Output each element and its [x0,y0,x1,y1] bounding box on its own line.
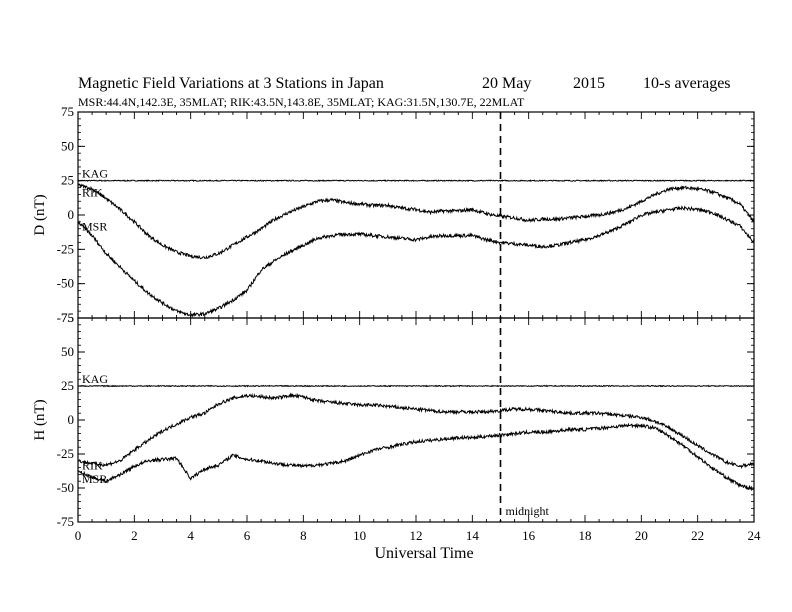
x-tick-label: 0 [75,528,82,543]
series-label-rik: RIK [82,459,103,473]
h-axis-title: H (nT) [32,399,48,440]
d-panel-frame [77,111,755,319]
series-label-rik: RIK [82,185,103,199]
y-tick-label: 25 [61,378,74,393]
y-tick-label: -75 [57,514,74,529]
x-tick-label: 18 [579,528,592,543]
series-label-kag: KAG [82,167,108,181]
y-tick-label: -50 [57,276,74,291]
y-tick-label: -75 [57,310,74,325]
series-line-kag-panel-2 [77,384,755,388]
x-tick-label: 20 [635,528,648,543]
x-tick-label: 8 [300,528,307,543]
x-tick-label: 4 [187,528,194,543]
series-layer [77,179,755,492]
y-tick-label: 0 [68,207,75,222]
series-label-kag: KAG [82,372,108,386]
series-line-msr-panel-2 [77,422,755,492]
chart-subtitle-stations: MSR:44.4N,142.3E, 35MLAT; RIK:43.5N,143.… [78,95,525,109]
h-panel-frame [77,317,755,523]
x-tick-label: 12 [410,528,423,543]
chart-year: 2015 [573,75,605,92]
x-tick-label: 2 [131,528,138,543]
series-label-msr: MSR [82,220,107,234]
x-axis-title: Universal Time [374,545,473,562]
x-tick-label: 22 [691,528,704,543]
y-tick-label: -25 [57,446,74,461]
chart-averaging-note: 10-s averages [643,75,731,92]
d-axis-title: D (nT) [32,194,48,235]
y-tick-label: -50 [57,480,74,495]
midnight-label: midnight [506,504,550,518]
y-tick-label: 0 [68,412,75,427]
y-tick-label: 50 [61,138,74,153]
y-tick-label: 25 [61,173,74,188]
series-line-rik-panel-2 [77,392,755,469]
series-line-rik-panel-1 [77,183,755,260]
x-tick-label: 16 [522,528,536,543]
x-tick-label: 24 [748,528,762,543]
y-tick-label: 75 [61,310,74,325]
series-line-kag-panel-1 [77,179,755,183]
chart-date: 20 May [482,75,531,92]
y-tick-label: 75 [61,104,74,119]
series-line-msr-panel-1 [77,205,755,319]
y-tick-label: 50 [61,344,74,359]
chart-title: Magnetic Field Variations at 3 Stations … [78,75,384,92]
y-tick-label: -25 [57,241,74,256]
x-tick-label: 14 [466,528,480,543]
x-tick-label: 6 [244,528,251,543]
series-label-msr: MSR [82,472,107,486]
x-tick-label: 10 [353,528,366,543]
